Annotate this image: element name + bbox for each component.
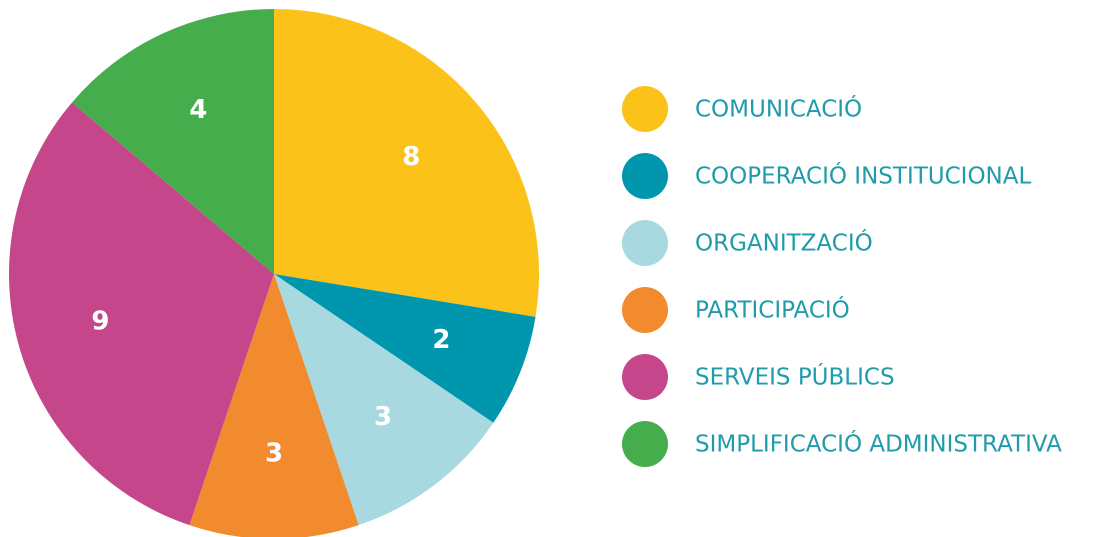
- legend-swatch: [622, 86, 668, 132]
- pie-slice: [72, 9, 274, 274]
- slice-label: 3: [374, 402, 392, 432]
- slice-label: 4: [189, 95, 207, 125]
- pie-slice: [274, 274, 536, 423]
- legend-label: PARTICIPACIÓ: [695, 296, 850, 324]
- legend-label: COOPERACIÓ INSTITUCIONAL: [695, 162, 1031, 190]
- legend-swatch: [622, 421, 668, 467]
- legend-label: ORGANITZACIÓ: [695, 229, 873, 257]
- pie-slice: [274, 274, 494, 526]
- legend-label: SERVEIS PÚBLICS: [695, 363, 895, 391]
- legend-label: SIMPLIFICACIÓ ADMINISTRATIVA: [695, 430, 1062, 458]
- slice-label: 8: [402, 142, 420, 172]
- slice-label: 2: [432, 325, 450, 355]
- legend-swatch: [622, 287, 668, 333]
- legend-swatch: [622, 354, 668, 400]
- slice-label: 9: [91, 307, 109, 337]
- pie-slice: [274, 9, 540, 317]
- legend-swatch: [622, 153, 668, 199]
- legend-label: COMUNICACIÓ: [695, 95, 862, 123]
- slice-label: 3: [265, 439, 283, 469]
- legend-swatch: [622, 220, 668, 266]
- pie-slice: [189, 274, 359, 537]
- pie-slice: [8, 102, 275, 526]
